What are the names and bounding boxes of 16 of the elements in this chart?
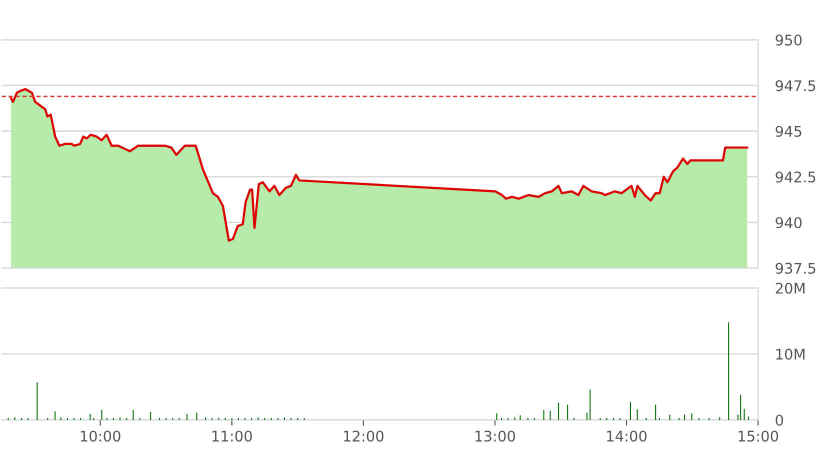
x-tick-label: 10:00	[80, 430, 120, 442]
y-tick-label: 950	[776, 34, 802, 46]
x-tick-label: 13:00	[476, 430, 516, 442]
x-tick-label: 14:00	[607, 430, 647, 442]
y-tick-label: 20M	[776, 282, 804, 294]
line-series	[10, 88, 748, 242]
x-tick-label: 12:00	[344, 430, 384, 442]
y-tick-label: 942.5	[776, 171, 816, 183]
y-tick-label: 940	[776, 217, 802, 228]
y-tick-label: 937.5	[776, 262, 816, 274]
y-tick-label: 0	[776, 414, 784, 426]
x-tick-label: 11:00	[212, 430, 252, 442]
x-tick-label: 15:00	[738, 430, 778, 442]
y-tick-label: 947.5	[776, 80, 816, 92]
y-tick-label: 10M	[776, 348, 804, 360]
y-tick-label: 945	[776, 126, 802, 137]
